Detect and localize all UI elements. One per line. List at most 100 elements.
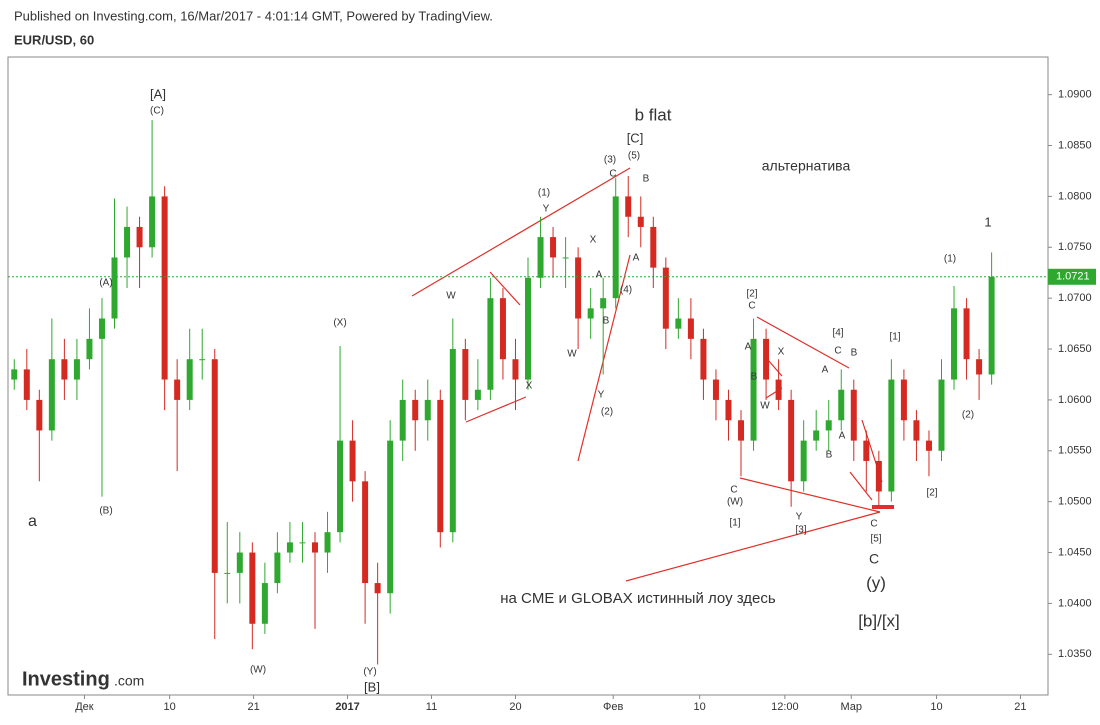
candle-body: [825, 420, 832, 431]
candle-body: [73, 359, 80, 380]
candle-body: [838, 389, 845, 421]
candle-body: [687, 318, 694, 339]
x-tick-label: Дек: [75, 701, 94, 713]
published-note: Published on Investing.com, 16/Mar/2017 …: [14, 8, 493, 23]
wave-label: (A): [99, 278, 112, 289]
y-tick-label: 1.0900: [1058, 89, 1092, 101]
candle-body: [725, 399, 732, 421]
wave-label: Y: [543, 204, 550, 215]
plot-frame: [7, 56, 1049, 696]
symbol: EUR/USD, 60: [14, 32, 94, 47]
wave-label: X: [590, 235, 597, 246]
candle-body: [174, 379, 181, 400]
wave-label: C: [834, 346, 841, 357]
candle-body: [362, 481, 369, 584]
x-tick-label: 2017: [335, 701, 359, 713]
y-tick-label: 1.0600: [1058, 394, 1092, 406]
x-tick-label: Мар: [841, 701, 863, 713]
wave-label: [C]: [627, 130, 644, 145]
candle-body: [575, 257, 582, 319]
wave-label: на CME и GLOBAX истинный лоу здесь: [500, 590, 776, 607]
wave-label: Y: [796, 512, 803, 523]
candle-body: [587, 308, 594, 319]
candle-body: [750, 338, 757, 441]
candle-body: [963, 308, 970, 360]
candle-body: [261, 583, 268, 624]
trend-line: [489, 271, 521, 306]
candle-body: [662, 267, 669, 329]
wave-label: W: [760, 401, 770, 412]
candle-body: [161, 196, 168, 380]
candle-body: [850, 389, 857, 441]
candle-body: [612, 196, 619, 299]
candle-body: [374, 583, 381, 594]
candle-body: [474, 389, 481, 400]
candle-body: [512, 359, 519, 380]
trend-line: [756, 316, 850, 369]
wave-label: C: [870, 519, 877, 530]
x-tick-label: Фев: [603, 701, 623, 713]
wave-label: [2]: [926, 488, 937, 499]
trend-line: [849, 471, 873, 501]
candle-body: [863, 440, 870, 461]
candle-body: [311, 542, 318, 553]
wave-label: W: [567, 349, 577, 360]
x-tick-label: 12:00: [771, 701, 799, 713]
candle-body: [938, 379, 945, 451]
y-tick-label: 1.0850: [1058, 139, 1092, 151]
x-tick-label: 10: [164, 701, 176, 713]
logo: Investing: [22, 668, 110, 690]
wave-label: B: [643, 174, 650, 185]
y-tick-label: 1.0800: [1058, 190, 1092, 202]
candle-body: [111, 257, 118, 319]
candle-body: [98, 318, 105, 339]
wave-label: B: [826, 450, 833, 461]
candle-body: [988, 276, 995, 375]
candle-body: [487, 298, 494, 390]
wave-label: B: [851, 348, 858, 359]
wave-label: B: [603, 316, 610, 327]
candle-body: [738, 420, 745, 441]
candle-body: [925, 440, 932, 451]
candle-body: [324, 532, 331, 553]
candle-body: [775, 379, 782, 400]
candle-body: [550, 237, 557, 258]
x-tick-label: 10: [930, 701, 942, 713]
y-tick-label: 1.0500: [1058, 496, 1092, 508]
wave-label: (3): [604, 155, 616, 166]
candle-body: [61, 359, 68, 380]
candle-body: [600, 298, 607, 309]
y-tick-label: 1.0350: [1058, 648, 1092, 660]
wave-label: [5]: [870, 534, 881, 545]
wave-label: C: [730, 485, 737, 496]
candle-body: [449, 349, 456, 533]
y-tick-label: 1.0450: [1058, 546, 1092, 558]
wave-label: A: [633, 253, 640, 264]
wave-label: [2]: [746, 289, 757, 300]
candle-body: [337, 440, 344, 533]
wave-label: (2): [601, 407, 613, 418]
wave-label: [1]: [729, 518, 740, 529]
candle-body: [48, 359, 55, 431]
x-tick-label: 21: [1014, 701, 1026, 713]
candle-body: [625, 196, 632, 217]
candle-body: [462, 349, 469, 400]
trend-line: [739, 477, 881, 513]
wave-label: [4]: [832, 328, 843, 339]
wave-label: (2): [962, 410, 974, 421]
candle-body: [875, 460, 882, 492]
wave-label: X: [778, 347, 785, 358]
candles: [11, 120, 995, 665]
x-tick-label: 21: [247, 701, 259, 713]
candle-body: [23, 369, 30, 400]
y-tick-label: 1.0550: [1058, 445, 1092, 457]
wave-label: b flat: [635, 105, 672, 124]
candle-body: [286, 542, 293, 553]
wave-label: (W): [250, 665, 266, 676]
candle-body: [86, 338, 93, 360]
x-tick-label: 10: [694, 701, 706, 713]
candle-body: [951, 308, 958, 380]
candle-body: [499, 298, 506, 360]
